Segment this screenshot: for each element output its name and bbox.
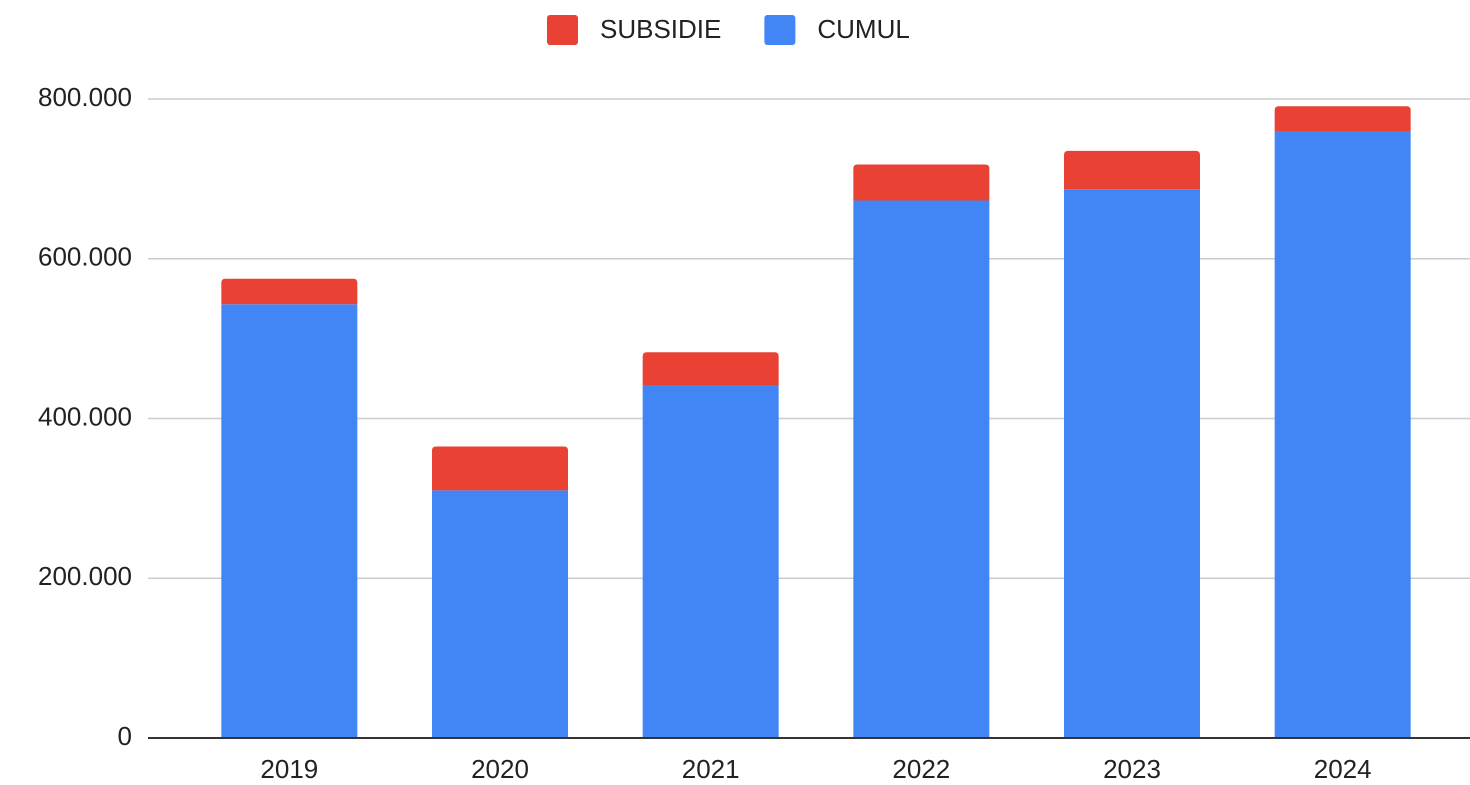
legend-label: CUMUL <box>817 14 909 44</box>
bar-segment <box>1274 106 1411 131</box>
legend-swatch <box>764 15 796 45</box>
y-tick-label: 400.000 <box>38 401 132 431</box>
legend-swatch <box>547 15 578 45</box>
x-tick-label: 2020 <box>471 754 529 784</box>
bar-segment <box>1274 130 1411 738</box>
x-tick-label: 2022 <box>892 754 950 784</box>
bar-segment <box>221 278 358 305</box>
bar-segment <box>853 164 990 201</box>
bar-segment <box>432 490 568 738</box>
y-tick-label: 600.000 <box>38 242 132 272</box>
bar-segment <box>1064 189 1200 739</box>
bar-segment <box>642 384 779 738</box>
bar-segment <box>1064 150 1200 190</box>
x-tick-label: 2021 <box>682 754 740 784</box>
y-tick-label: 800.000 <box>38 82 132 112</box>
bar-segment <box>853 200 990 738</box>
x-tick-label: 2024 <box>1314 754 1372 784</box>
y-tick-label: 0 <box>118 721 132 751</box>
bar-segment <box>642 352 779 385</box>
y-tick-label: 200.000 <box>38 561 132 591</box>
legend-label: SUBSIDIE <box>600 14 721 44</box>
x-tick-label: 2019 <box>260 754 318 784</box>
bar-segment <box>221 304 358 738</box>
bar-segment <box>432 446 568 491</box>
x-tick-label: 2023 <box>1103 754 1161 784</box>
